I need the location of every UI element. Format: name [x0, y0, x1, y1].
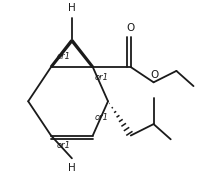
Text: or1: or1	[95, 73, 109, 82]
Text: or1: or1	[57, 52, 71, 61]
Text: O: O	[150, 70, 159, 80]
Polygon shape	[71, 40, 94, 68]
Text: H: H	[68, 3, 76, 13]
Text: H: H	[68, 163, 76, 173]
Text: or1: or1	[57, 140, 71, 150]
Text: O: O	[127, 23, 135, 33]
Text: or1: or1	[95, 113, 109, 122]
Polygon shape	[50, 40, 73, 68]
